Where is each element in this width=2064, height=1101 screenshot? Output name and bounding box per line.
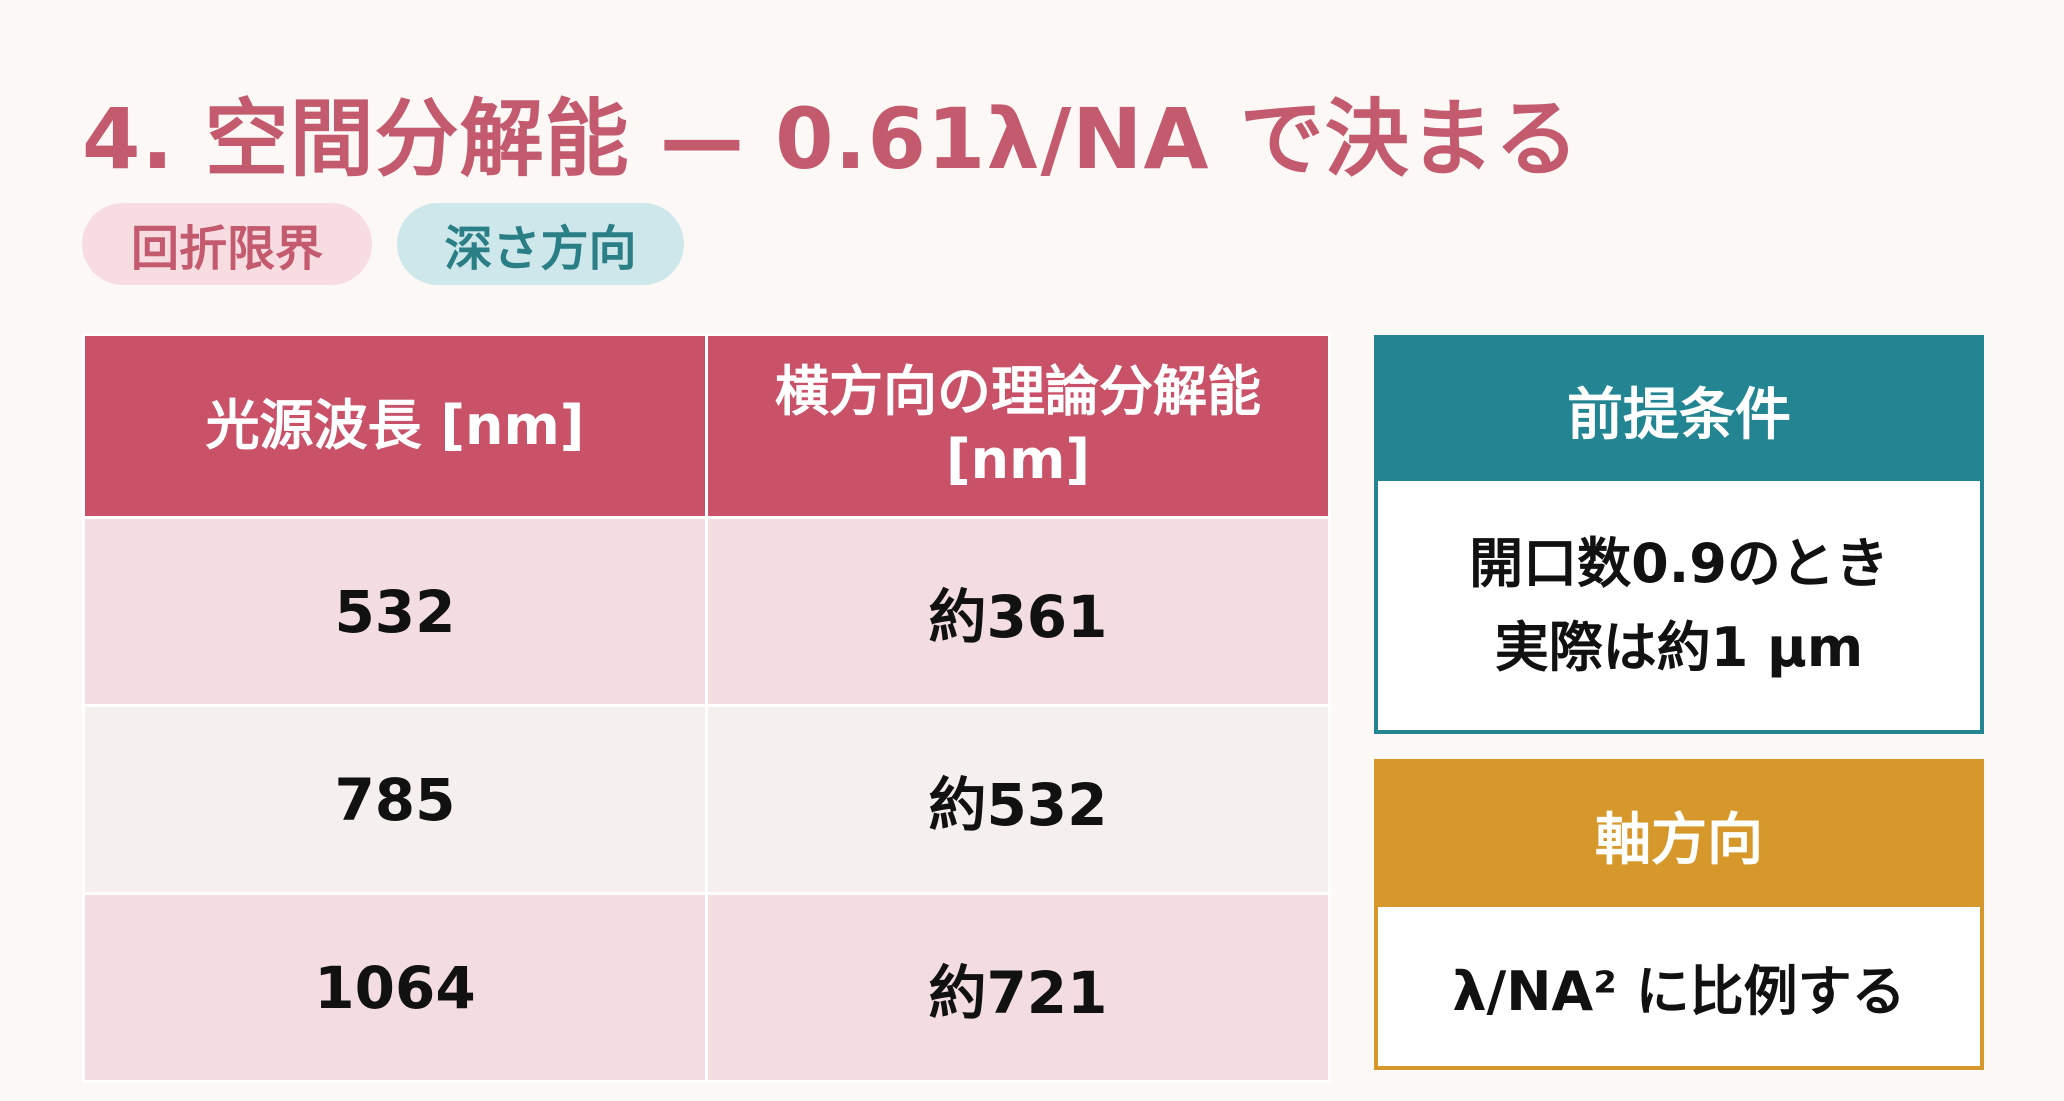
cell-resolution: 約361 [705, 516, 1331, 707]
cell-wavelength: 532 [82, 516, 708, 707]
axial-card-title: 軸方向 [1378, 763, 1980, 907]
page-title: 4. 空間分解能 — 0.61λ/NA で決まる [82, 90, 1580, 188]
table-row: 785 約532 [82, 704, 1331, 895]
cell-wavelength: 1064 [82, 892, 708, 1083]
resolution-table: 光源波長 [nm] 横方向の理論分解能 [nm] 532 約361 785 約5… [82, 333, 1331, 1083]
axial-card-body: λ/NA² に比例する [1452, 960, 1906, 1023]
premise-card: 前提条件 開口数0.9のとき 実際は約1 μm [1374, 335, 1984, 734]
table-row: 532 約361 [82, 516, 1331, 707]
axial-card: 軸方向 λ/NA² に比例する [1374, 759, 1984, 1070]
premise-line-1: 開口数0.9のとき [1469, 531, 1889, 595]
premise-card-body: 開口数0.9のとき 実際は約1 μm [1378, 481, 1980, 730]
tag-depth-direction: 深さ方向 [397, 203, 684, 285]
premise-card-title: 前提条件 [1378, 339, 1980, 481]
table-row: 1064 約721 [82, 892, 1331, 1083]
cell-resolution: 約721 [705, 892, 1331, 1083]
cell-resolution: 約532 [705, 704, 1331, 895]
tag-diffraction-limit: 回折限界 [82, 203, 372, 285]
header-wavelength: 光源波長 [nm] [82, 333, 708, 519]
table-header-row: 光源波長 [nm] 横方向の理論分解能 [nm] [82, 333, 1331, 519]
premise-line-2: 実際は約1 μm [1494, 615, 1864, 679]
header-lateral-resolution: 横方向の理論分解能 [nm] [705, 333, 1331, 519]
cell-wavelength: 785 [82, 704, 708, 895]
